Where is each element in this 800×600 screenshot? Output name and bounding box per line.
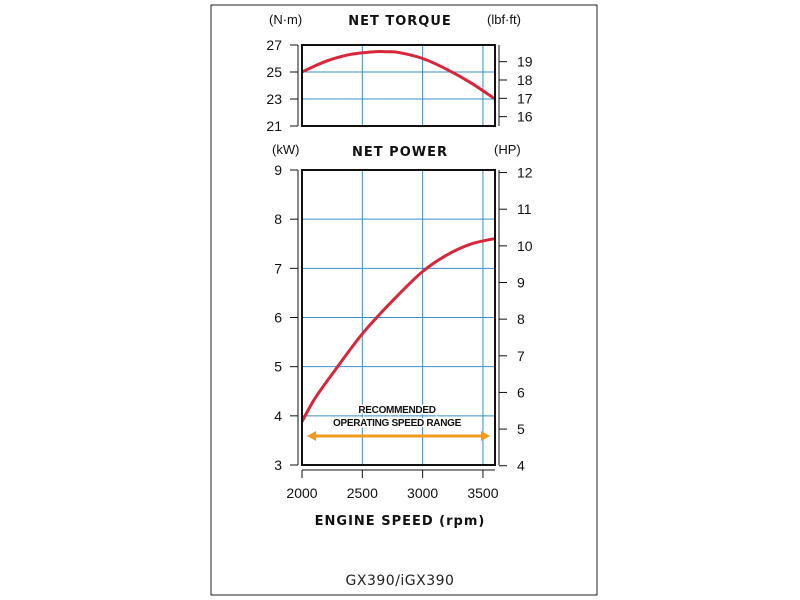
power-left-tick-label: 8: [274, 211, 282, 227]
power-right-tick-label: 6: [517, 384, 525, 400]
model-label: GX390/iGX390: [346, 573, 455, 589]
torque-right-tick-label: 16: [517, 109, 533, 125]
power-title: NET POWER: [352, 145, 448, 160]
torque-ticks: 21 23 25 27 16 17 18 19: [266, 37, 532, 134]
torque-chart: (N·m) NET TORQUE (lbf·ft) 21 23 25 27 16 17 18…: [266, 12, 532, 134]
power-left-tick-label: 7: [274, 260, 282, 276]
operating-range-arrow: [307, 431, 490, 441]
torque-left-tick-label: 23: [266, 91, 282, 107]
power-left-tick-label: 6: [274, 310, 282, 326]
torque-left-tick-label: 25: [266, 64, 282, 80]
torque-right-tick-label: 17: [517, 90, 533, 106]
power-left-unit: (kW): [272, 142, 299, 157]
x-tick-label: 3000: [407, 485, 438, 501]
figure-border: [210, 4, 598, 596]
power-plot-border: [301, 169, 496, 466]
operating-range-left-arrowhead: [307, 431, 316, 441]
power-left-tick-label: 3: [274, 457, 282, 473]
x-tick-label: 3500: [467, 485, 498, 501]
range-label-line2: OPERATING SPEED RANGE: [333, 418, 462, 429]
power-left-tick-label: 5: [274, 359, 282, 375]
x-axis-label: ENGINE SPEED (rpm): [315, 514, 486, 529]
power-series-line: [300, 237, 496, 423]
power-chart: (kW) NET POWER (HP) 3 4 5 6 7 8 9 4 5 6 7 8 9 10 11 12 2…: [272, 142, 533, 529]
torque-left-tick-label: 21: [266, 118, 282, 134]
power-right-tick-label: 11: [517, 201, 532, 217]
power-ticks: 3 4 5 6 7 8 9 4 5 6 7 8 9 10 11 12 2000 2500 3000 3500: [274, 162, 533, 501]
power-right-tick-label: 9: [517, 275, 525, 291]
range-label-line1: RECOMMENDED: [358, 405, 435, 416]
x-tick-label: 2000: [286, 485, 317, 501]
torque-right-tick-label: 18: [517, 72, 533, 88]
power-right-tick-label: 10: [517, 238, 533, 254]
power-right-unit: (HP): [494, 142, 521, 157]
torque-left-unit: (N·m): [269, 12, 302, 27]
power-grid: [302, 170, 495, 465]
x-tick-label: 2500: [347, 485, 378, 501]
torque-title: NET TORQUE: [348, 14, 452, 29]
torque-series-line: [301, 50, 496, 101]
power-right-tick-label: 7: [517, 348, 525, 364]
power-right-tick-label: 8: [517, 311, 525, 327]
operating-range-right-arrowhead: [481, 431, 490, 441]
torque-right-unit: (lbf·ft): [487, 12, 521, 27]
torque-left-tick-label: 27: [266, 37, 282, 53]
power-left-tick-label: 9: [274, 162, 282, 178]
torque-plot-border: [301, 44, 496, 127]
power-right-tick-label: 5: [517, 421, 525, 437]
power-right-tick-label: 4: [517, 458, 525, 474]
power-left-tick-label: 4: [274, 408, 282, 424]
power-right-tick-label: 12: [517, 165, 533, 181]
torque-right-tick-label: 19: [517, 54, 533, 70]
